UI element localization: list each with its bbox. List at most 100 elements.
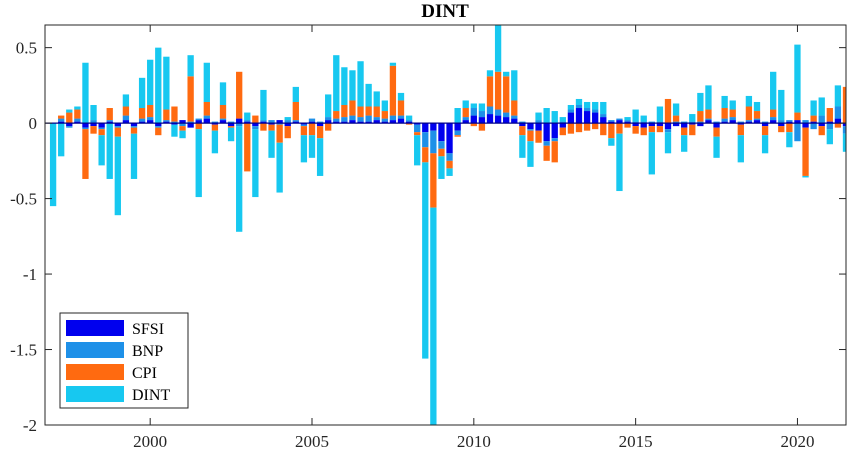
- bar-dint-18: [195, 129, 202, 198]
- bar-dint-0: [49, 123, 57, 207]
- bar-dint-41: [381, 100, 388, 112]
- bar-dint-73: [640, 115, 647, 122]
- bar-sfsi-63: [559, 123, 566, 128]
- bar-cpi-95: [818, 126, 825, 136]
- y-tick-label: -1.5: [10, 341, 37, 360]
- bar-sfsi-69: [608, 121, 615, 124]
- bar-sfsi-5: [90, 123, 97, 127]
- bar-dint-79: [689, 114, 696, 122]
- bar-dint-32: [308, 135, 316, 158]
- bar-bnp-53: [478, 111, 486, 118]
- bar-sfsi-37: [349, 120, 356, 124]
- legend-label-bnp: BNP: [132, 343, 163, 360]
- bar-cpi-71: [624, 123, 631, 128]
- bar-dint-1: [58, 123, 65, 157]
- bar-sfsi-25: [252, 123, 259, 127]
- bar-cpi-67: [592, 123, 599, 130]
- bar-sfsi-96: [826, 121, 833, 124]
- bar-dint-36: [341, 67, 348, 105]
- bar-sfsi-21: [219, 120, 227, 124]
- bars-layer: [49, 25, 846, 425]
- bar-sfsi-45: [414, 123, 421, 125]
- bar-cpi-36: [341, 105, 348, 118]
- bar-sfsi-35: [333, 121, 340, 124]
- bar-sfsi-72: [632, 123, 639, 127]
- bar-dint-53: [478, 103, 486, 112]
- bar-dint-7: [106, 123, 113, 179]
- bar-bnp-12: [147, 117, 154, 121]
- bar-dint-8: [114, 136, 121, 216]
- bar-dint-87: [753, 101, 761, 112]
- bar-bnp-26: [260, 120, 267, 122]
- bar-cpi-49: [446, 160, 453, 169]
- bar-cpi-10: [130, 127, 138, 134]
- bar-sfsi-47: [430, 123, 437, 131]
- bar-sfsi-81: [705, 120, 712, 124]
- bar-cpi-66: [583, 123, 591, 131]
- bar-sfsi-29: [284, 123, 291, 127]
- bar-bnp-22: [227, 121, 235, 124]
- bar-sfsi-7: [106, 121, 113, 124]
- bar-dint-42: [389, 62, 397, 66]
- bar-sfsi-91: [786, 121, 793, 124]
- bar-bnp-63: [559, 121, 566, 124]
- bar-bnp-25: [252, 126, 259, 130]
- bar-sfsi-75: [656, 123, 664, 127]
- bar-dint-10: [130, 133, 138, 179]
- bar-cpi-61: [543, 145, 550, 161]
- bar-bnp-59: [527, 129, 534, 131]
- bar-dint-90: [778, 89, 785, 121]
- bar-sfsi-68: [600, 117, 607, 124]
- bar-dint-78: [681, 135, 688, 152]
- bar-bnp-61: [543, 141, 550, 146]
- bar-sfsi-44: [405, 121, 413, 124]
- bar-bnp-37: [349, 115, 356, 121]
- bar-sfsi-28: [276, 120, 283, 124]
- bar-bnp-9: [122, 115, 130, 121]
- bar-bnp-64: [567, 109, 575, 113]
- x-tick-label: 2005: [295, 432, 329, 451]
- bar-bnp-88: [761, 121, 769, 124]
- bar-bnp-32: [308, 118, 316, 122]
- bar-dint-56: [503, 71, 510, 77]
- bar-dint-17: [187, 55, 194, 77]
- bar-sfsi-13: [155, 123, 162, 127]
- bar-bnp-30: [292, 120, 299, 122]
- bar-dint-88: [761, 135, 769, 154]
- bar-sfsi-10: [130, 123, 138, 127]
- bar-cpi-83: [721, 108, 728, 119]
- bar-sfsi-76: [664, 123, 672, 130]
- bar-dint-76: [664, 132, 672, 154]
- x-tick-label: 2000: [133, 432, 167, 451]
- bar-bnp-75: [656, 121, 664, 124]
- bar-dint-93: [802, 175, 809, 178]
- bar-bnp-85: [737, 121, 744, 124]
- bar-bnp-34: [325, 117, 332, 121]
- bar-sfsi-67: [592, 112, 599, 124]
- bar-dint-49: [446, 168, 453, 176]
- bar-bnp-19: [203, 115, 210, 119]
- bar-dint-23: [236, 126, 243, 232]
- bar-bnp-55: [494, 109, 502, 116]
- bar-cpi-85: [737, 124, 744, 136]
- bar-cpi-57: [511, 100, 518, 116]
- bar-cpi-86: [745, 106, 753, 121]
- bar-cpi-91: [786, 123, 793, 133]
- bar-cpi-41: [381, 111, 388, 119]
- bar-sfsi-58: [519, 123, 526, 127]
- bar-bnp-60: [535, 120, 542, 124]
- bar-bnp-79: [689, 121, 696, 124]
- bar-cpi-65: [575, 123, 583, 133]
- bar-dint-71: [624, 117, 631, 121]
- bar-cpi-23: [236, 71, 243, 119]
- bar-cpi-38: [357, 106, 364, 118]
- bar-sfsi-70: [616, 120, 623, 124]
- bar-cpi-9: [122, 106, 130, 116]
- bar-sfsi-14: [163, 121, 170, 124]
- bar-dint-26: [260, 89, 267, 121]
- bar-bnp-98: [842, 126, 846, 134]
- bar-bnp-82: [713, 121, 720, 124]
- bar-dint-84: [729, 100, 736, 110]
- bar-bnp-33: [316, 121, 324, 124]
- bar-cpi-35: [333, 111, 340, 119]
